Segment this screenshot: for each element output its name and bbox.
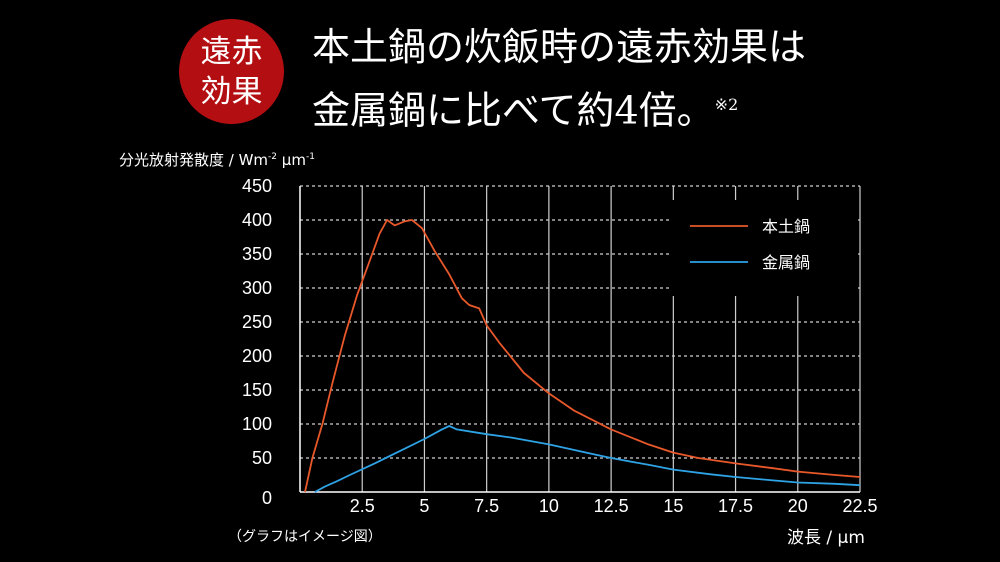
legend-label: 金属鍋 [762, 253, 810, 272]
series-line-metal-pot [314, 425, 861, 493]
x-tick-label: 15 [663, 496, 683, 516]
x-axis-label: 波長 / μm [787, 528, 865, 548]
x-tick-label: 7.5 [474, 496, 499, 516]
y-tick-label: 100 [242, 414, 272, 434]
headline: 本土鍋の炊飯時の遠赤効果は 金属鍋に比べて約4倍。※2 [312, 18, 972, 140]
x-tick-label: 10 [539, 496, 559, 516]
headline-line-2-text: 金属鍋に比べて約4倍。 [312, 88, 715, 133]
image-caption: （グラフはイメージ図） [228, 529, 382, 545]
y-axis-label-text: 分光放射発散度 / Wm-2 μm-1 [119, 151, 315, 169]
y-tick-label: 400 [242, 210, 272, 230]
far-infrared-badge: 遠赤効果 [179, 19, 284, 124]
badge-text: 遠赤効果 [200, 33, 263, 110]
y-tick-label: 350 [242, 244, 272, 264]
y-tick-label: 300 [242, 278, 272, 298]
headline-line-1: 本土鍋の炊飯時の遠赤効果は [312, 25, 807, 69]
y-tick-label: 200 [242, 346, 272, 366]
y-tick-label: 50 [252, 448, 272, 468]
y-axis-label: 分光放射発散度 / Wm-2 μm-1 [119, 149, 315, 170]
headline-line-2: 金属鍋に比べて約4倍。※2 [312, 76, 972, 140]
y-tick-label: 150 [242, 380, 272, 400]
y-tick-label: 0 [262, 488, 272, 508]
series-line-clay-pot [304, 219, 861, 493]
legend-box [672, 200, 856, 296]
x-tick-label: 12.5 [594, 496, 629, 516]
x-tick-label: 17.5 [718, 496, 753, 516]
x-tick-label: 2.5 [350, 496, 375, 516]
legend-label: 本土鍋 [762, 217, 810, 236]
y-tick-label: 250 [242, 312, 272, 332]
footnote-mark: ※2 [714, 95, 739, 114]
x-tick-label: 5 [419, 496, 429, 516]
y-tick-label: 450 [242, 176, 272, 196]
x-tick-label: 20 [788, 496, 808, 516]
x-tick-label: 22.5 [842, 496, 877, 516]
